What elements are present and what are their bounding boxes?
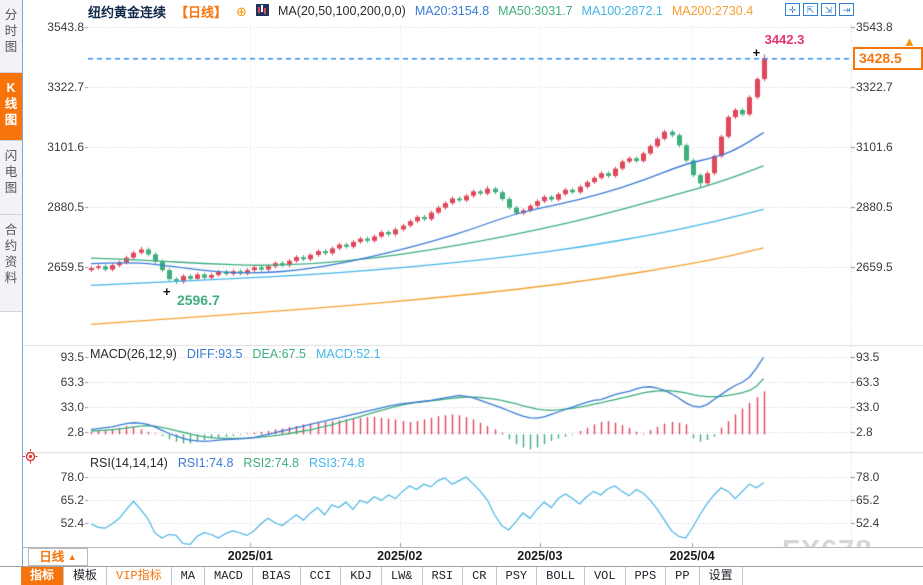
axis-tick-label: 3101.6 [47, 140, 84, 154]
zoom-out-icon[interactable]: ⇱ [803, 3, 818, 16]
rsi1-value-label: RSI1:74.8 [177, 456, 234, 470]
ma100-value-label: MA100:2872.1 [581, 4, 663, 18]
axis-tick-label: 3101.6 [856, 140, 893, 154]
low-price-label: 2596.7 [176, 292, 220, 309]
alert-icon [23, 449, 38, 469]
axis-tick-label: 3322.7 [47, 80, 84, 94]
indicator-tab-4[interactable]: MA [172, 567, 206, 585]
indicator-tab-11[interactable]: CR [463, 567, 497, 585]
indicator-tab-7[interactable]: CCI [301, 567, 342, 585]
axis-tick-label: 65.2 [60, 493, 84, 507]
axis-tick-label: 78.0 [856, 470, 880, 484]
jump-latest-icon[interactable]: ⇥ [839, 3, 854, 16]
rsi2-value-label: RSI2:74.8 [243, 456, 300, 470]
indicator-tab-5[interactable]: MACD [205, 567, 253, 585]
axis-tick-label: 52.4 [60, 516, 84, 530]
high-price-label: 3442.3 [764, 31, 805, 47]
axis-tick-label: 63.3 [60, 374, 84, 389]
period-selector[interactable]: 日线 ▲ [28, 548, 88, 566]
xaxis-month-label: 2025/04 [669, 549, 715, 563]
chart-toolbar: ✛ ⇱ ⇲ ⇥ [785, 3, 854, 16]
indicator-tab-14[interactable]: VOL [585, 567, 626, 585]
sidebar-tab-1[interactable]: 分 时 图 [0, 0, 22, 73]
xaxis-month-label: 2025/02 [377, 549, 423, 563]
axis-tick-label: 33.0 [60, 400, 84, 415]
rsi-header: RSI(14,14,14) RSI1:74.8 RSI2:74.8 RSI3:7… [90, 456, 365, 470]
axis-tick-label: 65.2 [856, 493, 880, 507]
kline-header: 纽约黄金连续 【日线】 ⊕ MA(20,50,100,200,0,0) MA20… [88, 3, 754, 20]
indicator-tab-8[interactable]: KDJ [341, 567, 382, 585]
indicator-tab-3[interactable]: VIP指标 [107, 567, 172, 585]
axis-tick-label: 2.8 [856, 425, 873, 439]
axis-tick-label: 2880.5 [47, 200, 84, 215]
ma50-value-label: MA50:3031.7 [498, 4, 573, 18]
macd-value-label: MACD:52.1 [315, 347, 381, 361]
axis-tick-label: 93.5 [856, 350, 880, 364]
axis-tick-label: 3322.7 [856, 80, 893, 94]
indicator-tab-2[interactable]: 模板 [64, 567, 108, 585]
axis-tick-label: 78.0 [60, 470, 84, 484]
indicator-tab-16[interactable]: PP [666, 567, 700, 585]
axis-tick-label: 63.3 [856, 374, 880, 389]
kline-icon[interactable] [255, 3, 269, 19]
high-cross-marker: + [752, 44, 761, 60]
indicator-tab-9[interactable]: LW& [382, 567, 423, 585]
zoom-in-icon[interactable]: ⇲ [821, 3, 836, 16]
rsi3-value-label: RSI3:74.8 [309, 456, 365, 470]
axis-tick-label: 2659.5 [856, 260, 893, 274]
indicator-tab-12[interactable]: PSY [497, 567, 538, 585]
xaxis-month-label: 2025/01 [227, 549, 273, 563]
macd-header: MACD(26,12,9) DIFF:93.5 DEA:67.5 MACD:52… [90, 347, 381, 361]
diff-value-label: DIFF:93.5 [186, 347, 243, 361]
macd-params-label: MACD(26,12,9) [90, 347, 177, 361]
ma20-value-label: MA20:3154.8 [414, 4, 490, 18]
ma-params-label: MA(20,50,100,200,0,0) [277, 4, 406, 18]
price-arrow-icon: ▲ [903, 34, 916, 49]
last-price-box: 3428.5 [853, 47, 923, 71]
sidebar-tab-2[interactable]: K 线 图 [0, 73, 22, 141]
axis-tick-label: 2659.5 [47, 260, 84, 274]
ma200-value-label: MA200:2730.4 [671, 4, 754, 18]
axis-tick-label: 3543.8 [47, 20, 84, 34]
axis-tick-label: 2880.5 [856, 200, 893, 215]
low-cross-marker: + [162, 284, 171, 300]
indicator-tab-13[interactable]: BOLL [537, 567, 585, 585]
period-selector-label: 日线 [39, 550, 65, 564]
indicator-tab-17[interactable]: 设置 [700, 567, 743, 585]
crosshair-icon[interactable]: ✛ [785, 3, 800, 16]
indicator-tab-10[interactable]: RSI [423, 567, 464, 585]
rsi-params-label: RSI(14,14,14) [90, 456, 168, 470]
axis-tick-label: 2.8 [67, 425, 84, 439]
indicator-tab-1[interactable]: 指标 [21, 567, 65, 585]
indicator-tab-15[interactable]: PPS [626, 567, 667, 585]
period-tag: 【日线】 [175, 4, 228, 20]
add-overlay-icon[interactable]: ⊕ [236, 3, 247, 19]
axis-tick-label: 52.4 [856, 516, 880, 530]
sidebar-tab-4[interactable]: 合 约 资 料 [0, 215, 22, 312]
axis-tick-label: 3543.8 [856, 20, 893, 34]
instrument-title: 纽约黄金连续 [88, 4, 167, 20]
dea-value-label: DEA:67.5 [252, 347, 306, 361]
indicator-tab-bar: 指标 模板 VIP指标 MA MACD BIAS CCI KDJ LW& RSI CR PSY BOLL… [0, 566, 923, 585]
sidebar-tab-3[interactable]: 闪 电 图 [0, 141, 22, 215]
sidebar-divider [22, 0, 23, 567]
xaxis-month-label: 2025/03 [517, 549, 563, 563]
axis-tick-label: 33.0 [856, 400, 880, 415]
indicator-tab-6[interactable]: BIAS [253, 567, 301, 585]
xaxis-strip [0, 547, 923, 566]
axis-tick-label: 93.5 [60, 350, 84, 364]
chevron-up-icon: ▲ [67, 552, 77, 562]
